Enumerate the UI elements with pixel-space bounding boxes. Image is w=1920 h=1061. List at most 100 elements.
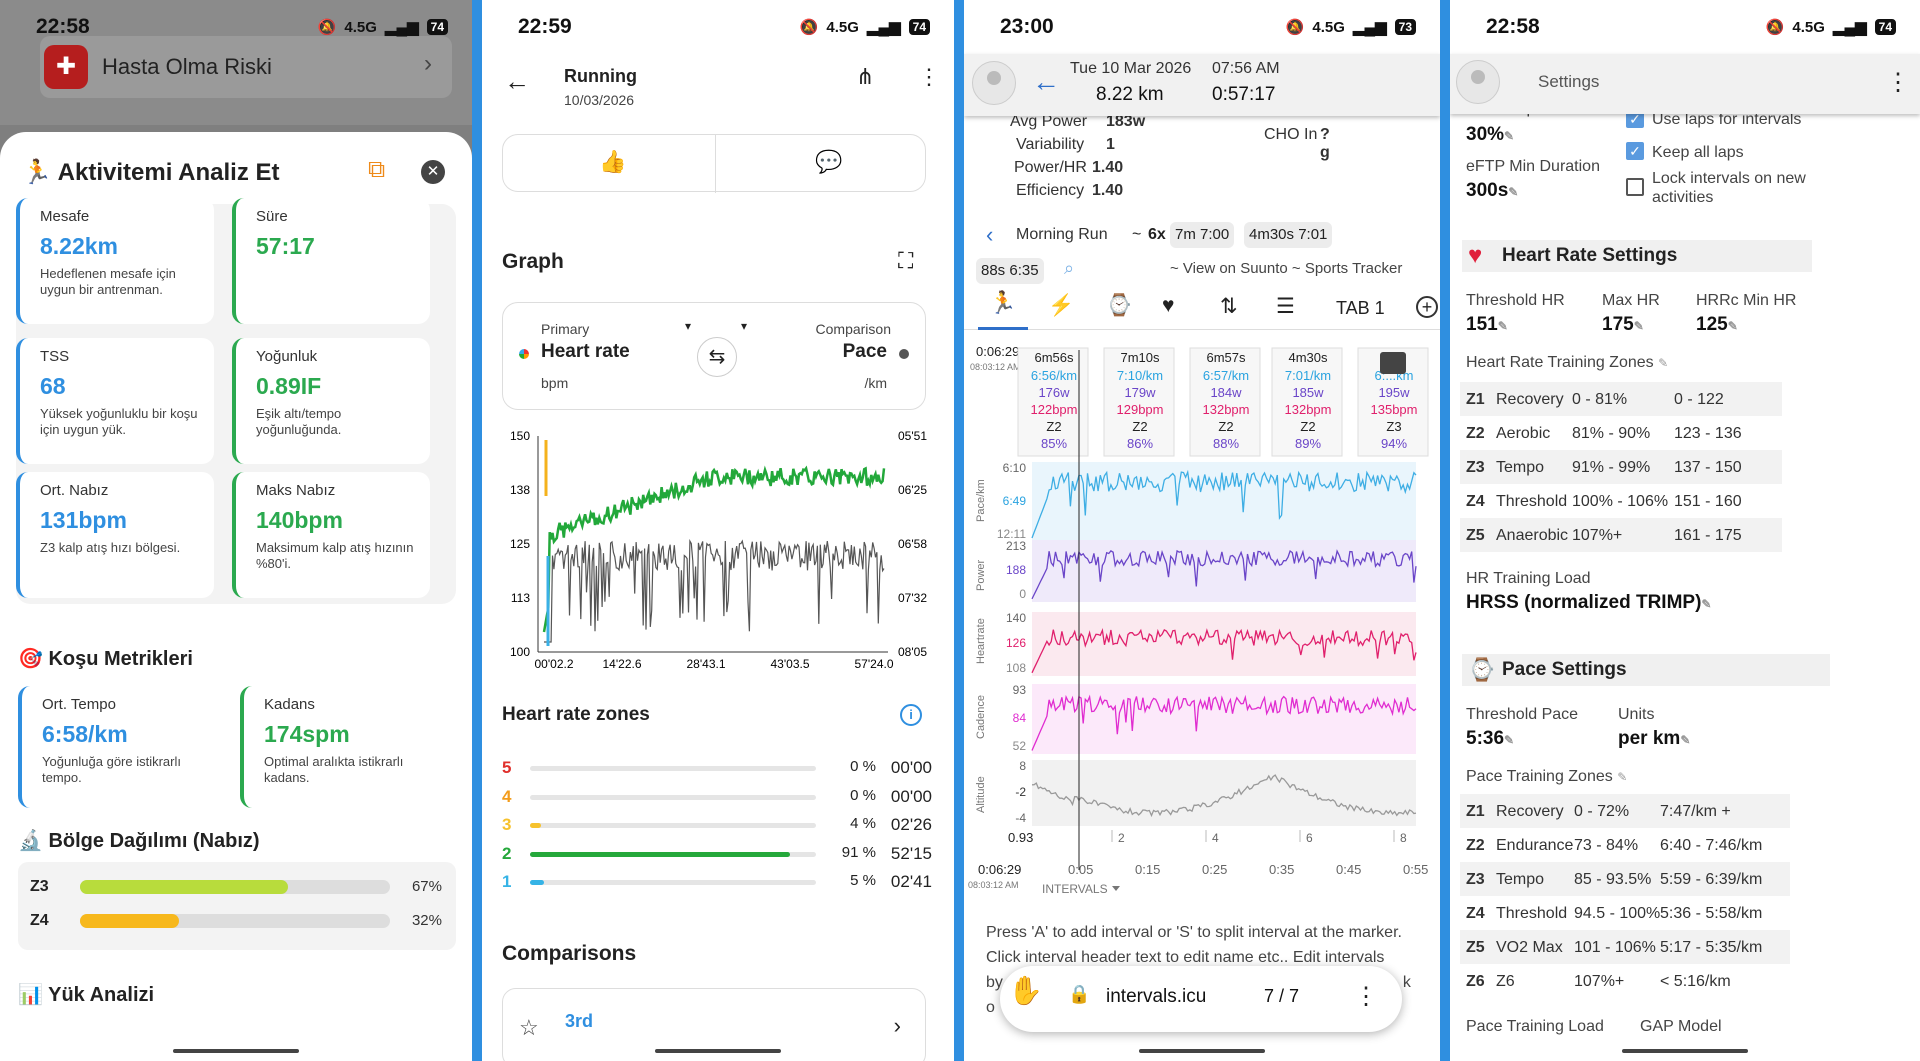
activity-date[interactable]: Tue 10 Mar 2026	[1070, 60, 1192, 77]
interval-header[interactable]	[1357, 347, 1429, 457]
risk-card[interactable]: ✚ Hasta Olma Riski ›	[40, 36, 452, 98]
tab-1[interactable]: TAB 1	[1336, 298, 1385, 318]
zone-percent: 107%+	[1572, 527, 1623, 544]
zone-bounds: 6:40 - 7:46/km	[1660, 837, 1763, 854]
tab-watch-icon[interactable]: ⌚	[1106, 294, 1133, 317]
phone-analysis: 22:58 🔕 4.5G ▂▄▆ 74 ✚ Hasta Olma Riski › 🏃 …	[0, 0, 472, 1061]
intervals-chart: 0:06:29 08:03:12 AM 6m56s 6:56/km 176w 122bpm…	[968, 344, 1429, 896]
tab-power-icon[interactable]: ⚡	[1048, 294, 1075, 317]
pace-zones-title[interactable]: Pace Training Zones ✎	[1466, 768, 1627, 786]
comparison-dropdown-icon[interactable]: ▾	[741, 319, 748, 333]
notes-icon[interactable]	[1380, 352, 1406, 374]
tab-list-icon[interactable]: ☰	[1276, 295, 1295, 318]
interval-pill[interactable]: 4m30s 7:01	[1244, 222, 1333, 248]
avg-power-label: Avg Power	[1010, 113, 1088, 130]
run-name[interactable]: Morning Run	[1016, 226, 1108, 243]
max-hr-value[interactable]: 175✎	[1602, 314, 1644, 336]
suunto-link[interactable]: ~ View on Suunto ~ Sports Tracker	[1170, 260, 1403, 277]
zone-name: Aerobic	[1496, 425, 1551, 442]
comparison-label: Comparison	[815, 321, 891, 337]
hr-line	[1031, 628, 1417, 674]
comparison-card[interactable]: ☆ 3rd ›	[502, 988, 926, 1061]
load-title: 📊 Yük Analizi	[18, 982, 154, 1007]
edit-icon: ✎	[1633, 319, 1644, 333]
cho-value: ?g	[1320, 126, 1330, 161]
info-icon[interactable]: i	[900, 704, 922, 726]
interval-pill[interactable]: 88s 6:35	[976, 258, 1044, 284]
edit-icon: ✎	[1680, 733, 1691, 747]
zone-name: VO2 Max	[1496, 939, 1563, 956]
power-spikes-value[interactable]: 30%✎	[1466, 124, 1514, 146]
close-icon[interactable]: ✕	[421, 160, 445, 184]
add-tab-icon[interactable]: +	[1416, 296, 1438, 318]
fullscreen-icon[interactable]: ⛶	[898, 248, 914, 273]
interval-header[interactable]	[1271, 347, 1343, 457]
x-tick-label: 00'02.2	[535, 657, 574, 671]
run-metrics-title: 🎯 Koşu Metrikleri	[18, 646, 193, 671]
hr-zones-table: Z1 Recovery 0 - 81% 0 - 122 Z2 Aerobic 81% - 9…	[1460, 382, 1782, 552]
eftp-value[interactable]: 300s✎	[1466, 180, 1518, 202]
threshold-pace-value[interactable]: 5:36✎	[1466, 728, 1514, 750]
avatar[interactable]	[1456, 60, 1500, 104]
edit-icon: ✎	[1617, 770, 1628, 784]
zone-fill	[530, 823, 542, 828]
activity-time[interactable]: 07:56 AM	[1212, 60, 1280, 77]
status-time: 22:58	[36, 15, 90, 38]
chevron-left-icon[interactable]: ‹	[986, 222, 994, 247]
graph-title: Graph	[502, 250, 564, 273]
zone-name: Threshold	[1496, 905, 1568, 922]
hrrc-value[interactable]: 125✎	[1696, 314, 1738, 336]
pace-load-label: Pace Training Load	[1466, 1018, 1604, 1035]
hr-load-value[interactable]: HRSS (normalized TRIMP)✎	[1466, 592, 1711, 614]
comment-icon[interactable]: 💬	[815, 149, 843, 174]
url-text[interactable]: intervals.icu	[1106, 986, 1207, 1007]
zones-title: Heart rate zones	[502, 704, 650, 725]
metric-note: Yüksek yoğunluklu bir koşu için uygun yü…	[40, 406, 198, 437]
eftp-label: eFTP Min Duration	[1466, 158, 1600, 175]
keep-laps-checkbox[interactable]: ✓	[1626, 142, 1644, 160]
copy-icon[interactable]: ⧉	[368, 156, 386, 183]
interval-header[interactable]	[1017, 347, 1089, 457]
like-icon[interactable]: 👍	[599, 149, 627, 174]
hr-zone-row: 3 4 % 02'26	[502, 815, 932, 837]
units-value[interactable]: per km✎	[1618, 728, 1690, 750]
zone-row: Z2 Aerobic 81% - 90% 123 - 136	[1460, 416, 1782, 450]
gap-model-label: GAP Model	[1640, 1018, 1722, 1035]
tab-route-icon[interactable]: ⇅	[1220, 295, 1238, 318]
tab-run-icon[interactable]: 🏃	[978, 290, 1028, 330]
y-tick-label: 100	[510, 645, 530, 659]
primary-dropdown-icon[interactable]: ▾	[685, 319, 692, 333]
threshold-hr-value[interactable]: 151✎	[1466, 314, 1508, 336]
lock-intervals-checkbox[interactable]	[1626, 178, 1644, 196]
swap-button[interactable]: ⇆	[697, 337, 737, 377]
interval-header[interactable]	[1103, 347, 1175, 457]
back-arrow-icon[interactable]: ←	[1032, 66, 1060, 97]
zone-id: Z2	[1466, 425, 1485, 442]
hand-icon[interactable]: ✋	[1008, 975, 1043, 1006]
x-tick-label: 14'22.6	[603, 657, 642, 671]
reaction-bar: 👍 💬	[502, 134, 926, 193]
avatar[interactable]	[972, 61, 1016, 105]
alt-tick: -4	[1015, 811, 1026, 825]
network-label: 4.5G	[1312, 18, 1345, 36]
interval-pill[interactable]: 7m 7:00	[1170, 222, 1235, 248]
more-icon[interactable]: ⋮	[1886, 69, 1910, 96]
tab-heart-icon[interactable]: ♥	[1162, 294, 1175, 317]
search-icon[interactable]: ⌕	[1064, 258, 1075, 278]
hr-zones-title[interactable]: Heart Rate Training Zones ✎	[1466, 354, 1668, 372]
zone-number: 3	[502, 815, 512, 834]
interval-header[interactable]	[1189, 347, 1261, 457]
primary-value[interactable]: Heart rate	[541, 341, 630, 362]
metric-note: Z3 kalp atış hızı bölgesi.	[40, 540, 181, 555]
zone-name: Threshold	[1496, 493, 1568, 510]
metric-label: Ort. Nabız	[40, 482, 109, 499]
back-arrow-icon[interactable]: ←	[504, 66, 530, 96]
more-icon[interactable]: ⋮	[1354, 983, 1378, 1010]
share-icon[interactable]: ⋔	[856, 64, 875, 89]
intervals-dropdown: INTERVALS	[1042, 882, 1108, 896]
dropdown-caret-icon[interactable]	[1112, 886, 1120, 891]
comparison-value[interactable]: Pace	[842, 341, 887, 362]
battery-icon: 73	[1394, 19, 1416, 35]
edit-icon: ✎	[1504, 733, 1515, 747]
more-icon[interactable]: ⋮	[918, 64, 940, 89]
